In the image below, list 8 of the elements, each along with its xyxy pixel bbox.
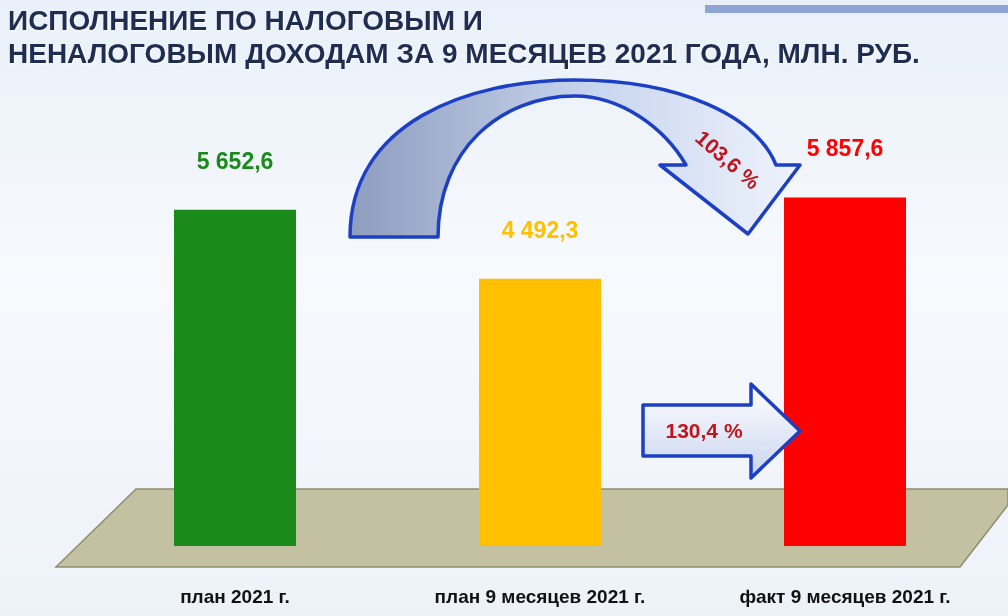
data-label: 5 652,6 bbox=[196, 147, 274, 174]
x-tick-label: план 9 месяцев 2021 г. bbox=[434, 585, 646, 607]
data-label: 4 492,3 bbox=[501, 216, 579, 243]
data-label: 5 857,6 bbox=[806, 135, 884, 162]
x-tick-label: план 2021 г. bbox=[180, 585, 290, 607]
chart-title: ИСПОЛНЕНИЕ ПО НАЛОГОВЫМ И НЕНАЛОГОВЫМ ДОХОДАМ ЗА 9 МЕСЯЦЕВ 2021 ГОДА, МЛН. РУБ. bbox=[8, 4, 920, 70]
x-tick-label: факт 9 месяцев 2021 г. bbox=[739, 585, 951, 607]
annotation: 130,4 % bbox=[665, 419, 743, 443]
